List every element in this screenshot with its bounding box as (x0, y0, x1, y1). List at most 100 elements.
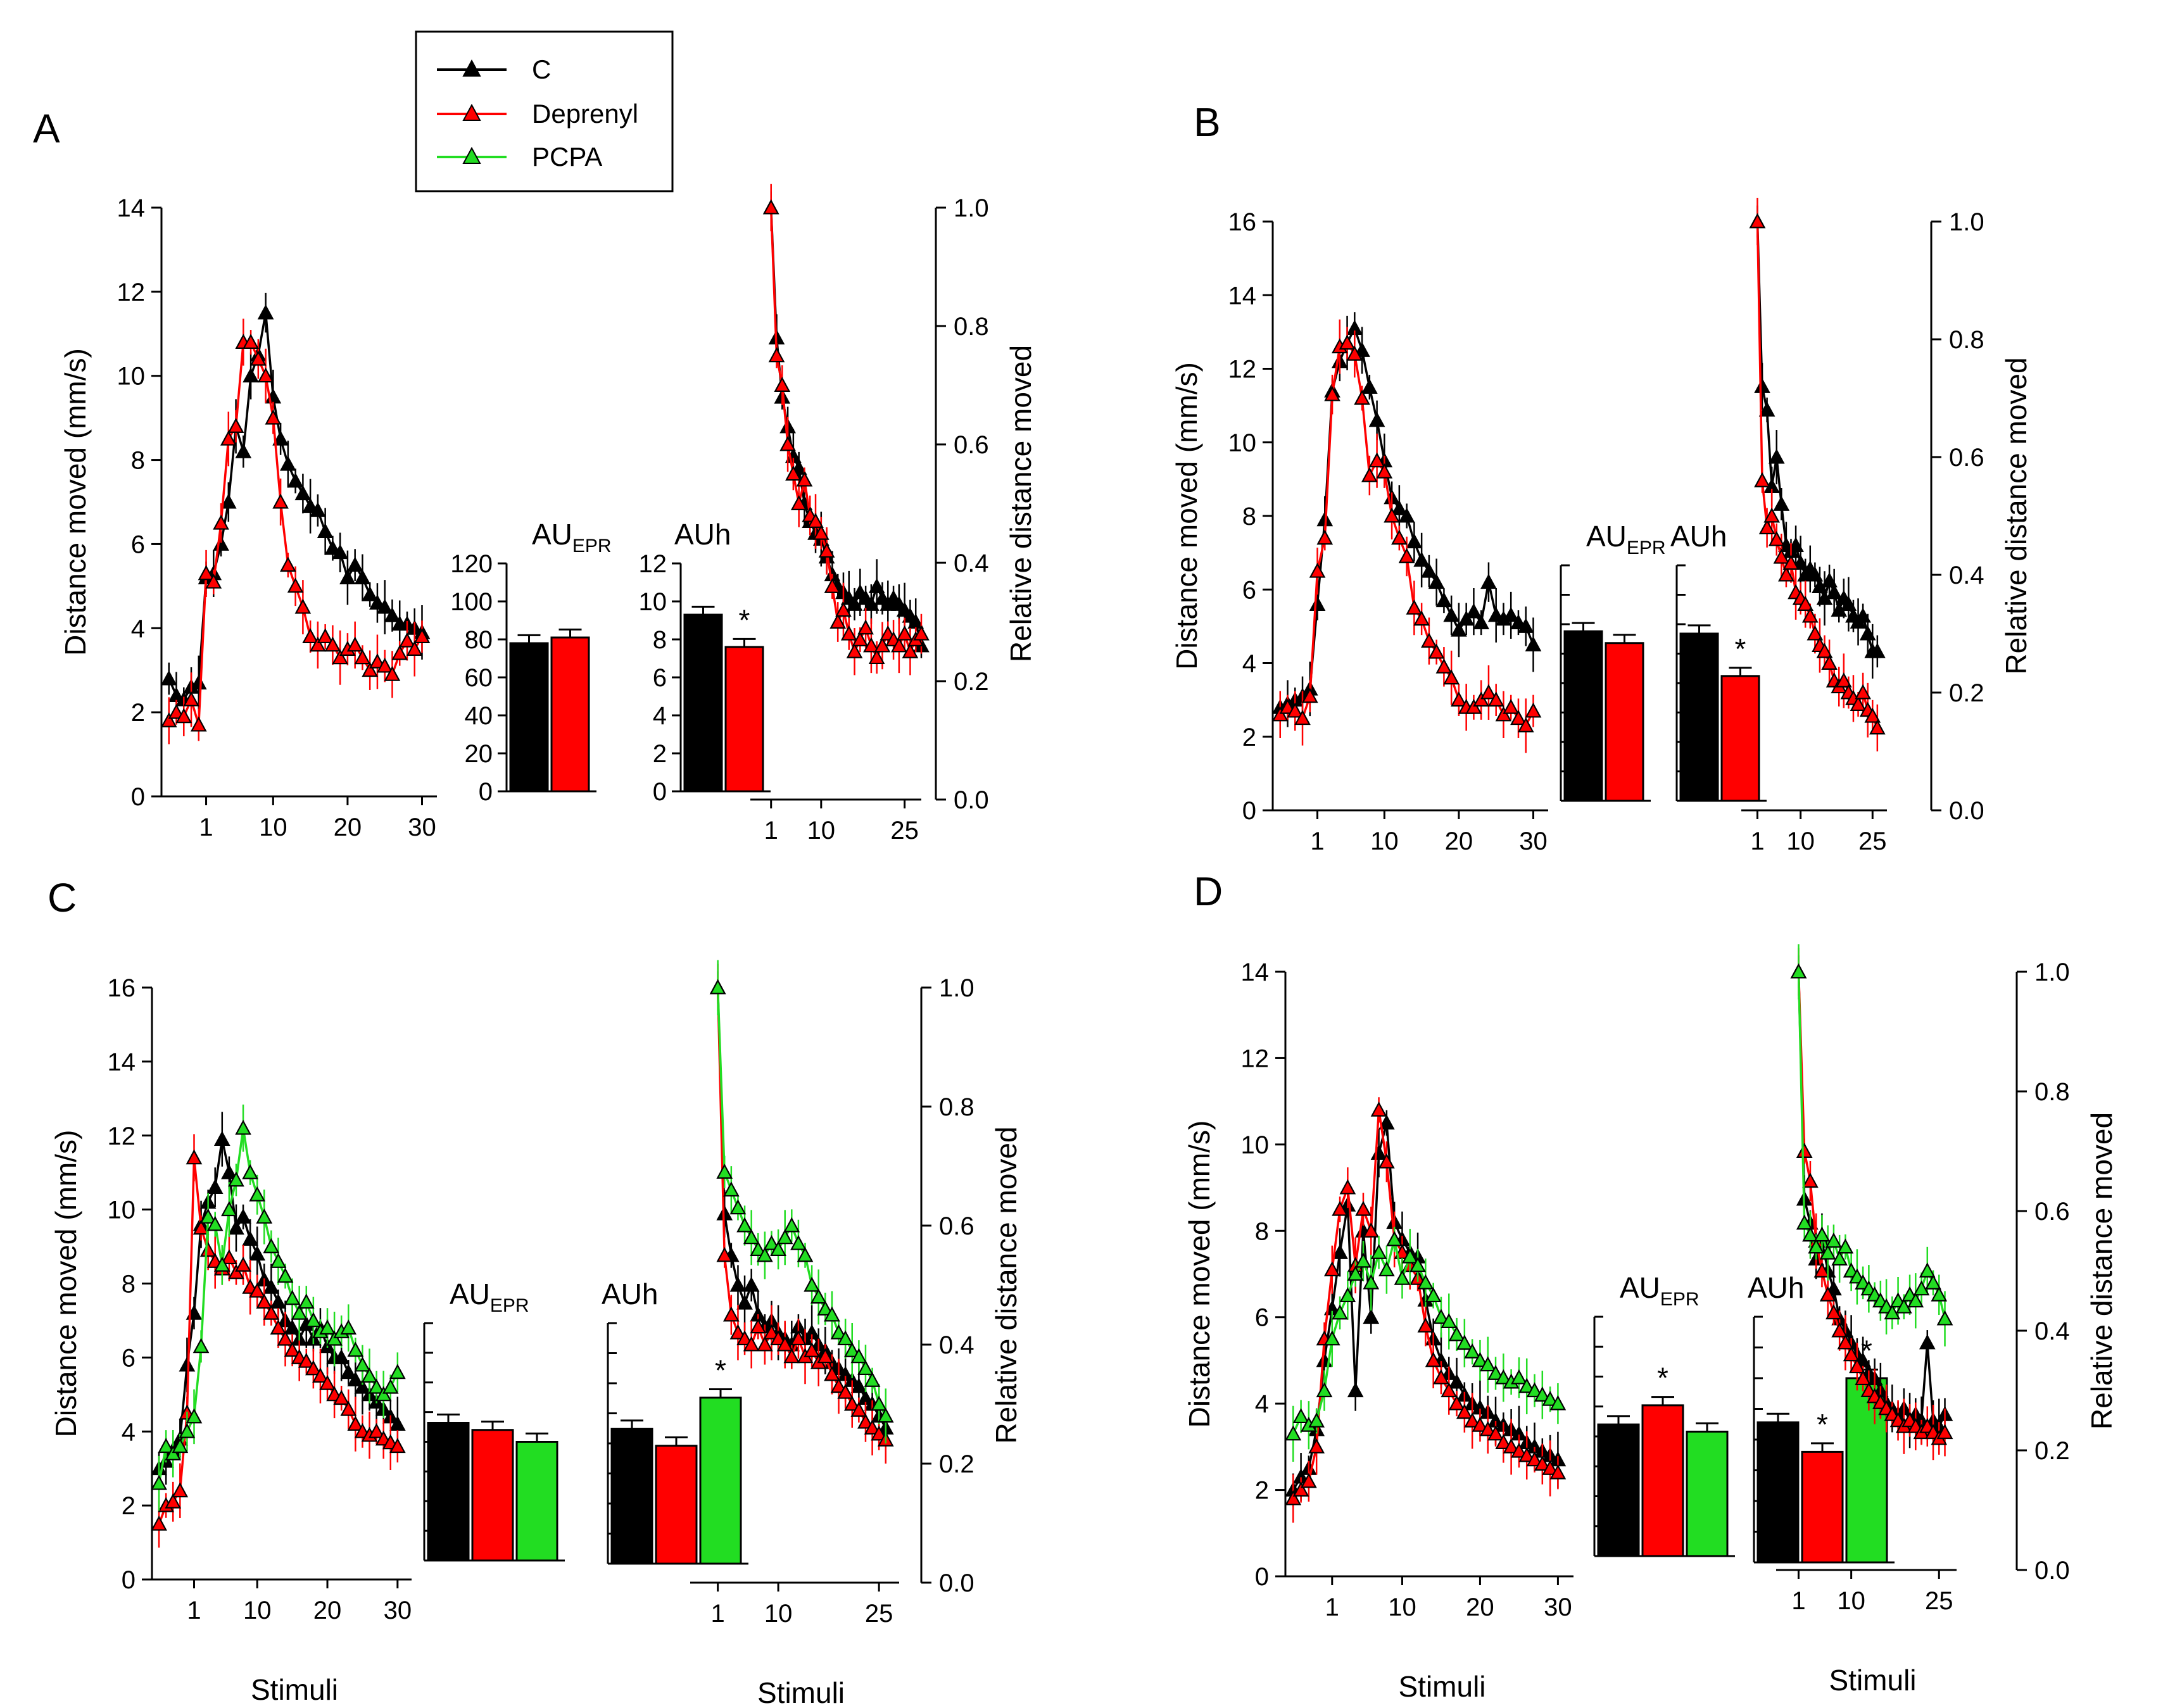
data-point-pcpa (1472, 1352, 1489, 1367)
data-point-c (384, 607, 401, 622)
data-point-pcpa (1895, 1298, 1912, 1314)
data-point-deprenyl (205, 573, 222, 589)
data-point-deprenyl (1778, 566, 1794, 582)
x-tick-label: 25 (1858, 827, 1887, 855)
data-point-deprenyl (835, 601, 852, 617)
data-point-deprenyl (1406, 599, 1423, 615)
data-point-pcpa (871, 1395, 888, 1411)
y-tick-label: 8 (131, 447, 145, 475)
data-point-deprenyl (783, 1348, 800, 1364)
x-tick-label: 30 (408, 813, 436, 841)
data-point-c (243, 367, 259, 383)
right-y-tick-label: 0.0 (2034, 1557, 2070, 1585)
data-point-deprenyl (175, 708, 192, 724)
x-tick-label: 30 (1544, 1593, 1572, 1621)
data-point-c (1480, 574, 1497, 589)
data-point-c (1332, 1244, 1348, 1259)
data-point-deprenyl (1413, 610, 1430, 626)
data-point-deprenyl (1324, 386, 1340, 401)
data-point-deprenyl (1384, 507, 1400, 523)
data-point-deprenyl (790, 1330, 807, 1346)
data-point-pcpa (850, 1348, 867, 1364)
data-point-pcpa (354, 1356, 371, 1372)
data-point-c (1826, 584, 1843, 600)
data-point-deprenyl (272, 493, 289, 509)
data-point-deprenyl (347, 1416, 364, 1431)
data-point-deprenyl (1361, 467, 1378, 482)
data-point-pcpa (1884, 1304, 1901, 1320)
data-point-c (1347, 1382, 1364, 1398)
data-point-deprenyl (1855, 684, 1871, 700)
right-y-tick-label: 1.0 (2034, 958, 2070, 986)
data-point-c (1773, 496, 1790, 511)
data-point-c (317, 523, 334, 538)
series-c (762, 191, 930, 658)
panel-a-relative-plot: 0.0 0.2 0.4 0.6 0.8 1.0 Relative distance move… (750, 184, 1037, 845)
data-point-deprenyl (1339, 334, 1356, 350)
data-point-c (729, 1276, 747, 1292)
data-point-deprenyl (1526, 1451, 1543, 1467)
significance-star: * (1657, 1362, 1668, 1395)
data-point-pcpa (1796, 1214, 1813, 1230)
data-point-deprenyl (389, 1438, 406, 1454)
right-y-tick-label: 0.0 (1949, 797, 1984, 825)
data-point-pcpa (1285, 1425, 1302, 1441)
data-point-c (332, 544, 349, 560)
y-tick-label: 0 (1255, 1563, 1269, 1591)
data-point-deprenyl (843, 1395, 861, 1411)
data-point-deprenyl (1503, 698, 1520, 714)
data-point-deprenyl (871, 1425, 888, 1441)
series-pcpa (1285, 1226, 1567, 1462)
data-point-pcpa (1518, 1378, 1536, 1393)
x-tick-label: 10 (807, 817, 836, 845)
data-point-deprenyl (346, 636, 363, 652)
x-tick-label: 20 (313, 1597, 342, 1624)
data-point-deprenyl (824, 578, 841, 593)
panel-letter-b: B (1194, 99, 1221, 145)
data-point-pcpa (1925, 1274, 1941, 1290)
data-point-deprenyl (1534, 1455, 1551, 1471)
data-point-deprenyl (1802, 1172, 1819, 1188)
data-point-c (1855, 607, 1871, 623)
data-point-deprenyl (165, 1493, 182, 1509)
bar-deprenyl (655, 1445, 698, 1565)
y-tick-label: 14 (117, 194, 146, 222)
data-point-deprenyl (864, 1419, 881, 1435)
x-tick-label: 20 (1445, 827, 1473, 855)
data-point-deprenyl (829, 613, 847, 629)
data-point-deprenyl (1433, 1369, 1449, 1385)
bar-y-tick-label: 60 (465, 664, 493, 692)
significance-star: * (739, 603, 750, 636)
x-tick-label: 10 (1370, 827, 1399, 855)
data-point-deprenyl (1376, 463, 1393, 479)
data-point-deprenyl (1287, 702, 1304, 718)
data-point-pcpa (1448, 1326, 1465, 1341)
data-point-deprenyl (763, 1324, 780, 1340)
data-point-pcpa (206, 1215, 224, 1231)
right-y-tick-label: 0.4 (2034, 1317, 2070, 1345)
data-point-c (1363, 1309, 1380, 1324)
data-point-pcpa (1487, 1365, 1504, 1380)
data-point-pcpa (877, 1407, 894, 1423)
data-point-deprenyl (1510, 710, 1527, 725)
data-point-c (287, 472, 304, 488)
data-point-deprenyl (1292, 1481, 1309, 1497)
data-point-pcpa (810, 1288, 827, 1304)
data-point-deprenyl (1850, 696, 1867, 712)
right-y-tick-label: 0.8 (939, 1093, 974, 1121)
data-point-deprenyl (265, 409, 282, 425)
bar-deprenyl (1605, 642, 1644, 802)
bar-c (509, 642, 549, 793)
series-deprenyl (709, 964, 894, 1464)
data-point-pcpa (1316, 1382, 1333, 1398)
right-y-axis-title: Relative distance moved (990, 1126, 1023, 1443)
right-y-tick-label: 1.0 (939, 974, 974, 1002)
data-point-deprenyl (1495, 706, 1512, 722)
bar-y-tick-label: 6 (653, 664, 667, 692)
data-point-deprenyl (1503, 1438, 1520, 1454)
data-point-pcpa (305, 1312, 322, 1328)
right-y-tick-label: 0.4 (939, 1331, 974, 1359)
right-y-tick-label: 0.6 (1949, 444, 1984, 472)
data-point-c (272, 430, 289, 446)
data-point-deprenyl (192, 1219, 210, 1235)
